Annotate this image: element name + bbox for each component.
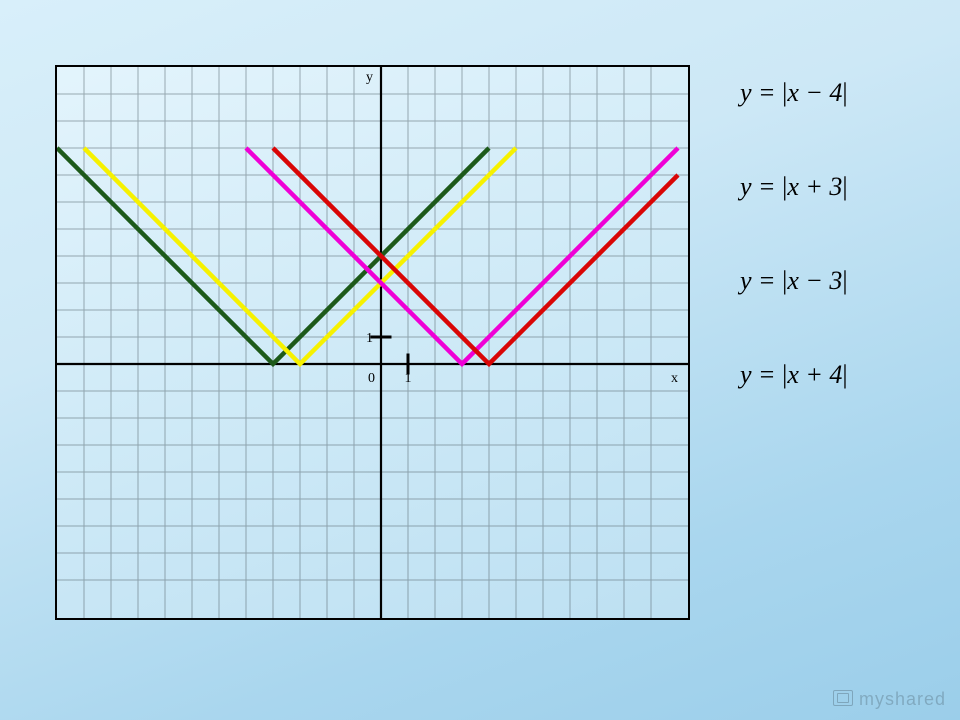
projector-icon <box>833 690 853 706</box>
svg-text:y: y <box>366 70 373 85</box>
equation: y = |x − 4| <box>740 80 930 106</box>
equation: y = |x + 3| <box>740 174 930 200</box>
equation: y = |x − 3| <box>740 268 930 294</box>
svg-text:1: 1 <box>366 331 373 346</box>
svg-text:1: 1 <box>405 371 412 386</box>
watermark-text: myshared <box>859 689 946 709</box>
svg-text:x: x <box>671 371 678 386</box>
coordinate-plot: 0 1 1 x y <box>55 65 690 620</box>
equation: y = |x + 4| <box>740 362 930 388</box>
svg-text:0: 0 <box>368 371 375 386</box>
equation-list: y = |x − 4| y = |x + 3| y = |x − 3| y = |x … <box>740 80 930 388</box>
plot-svg: 0 1 1 x y <box>57 67 688 618</box>
watermark: myshared <box>833 689 946 710</box>
